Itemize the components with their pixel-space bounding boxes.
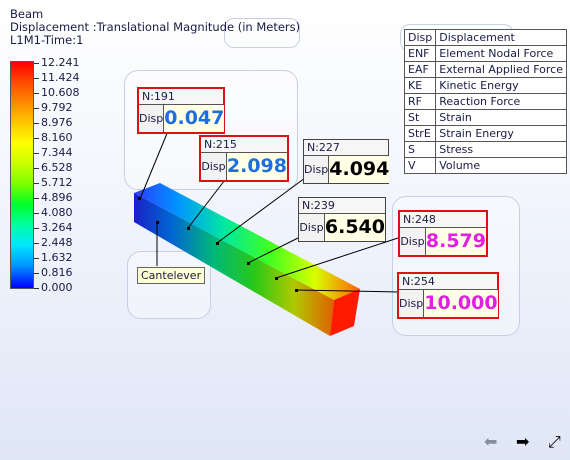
- menu-item-label: Strain Energy: [435, 125, 567, 142]
- probe-value: 10.000: [424, 290, 498, 317]
- menu-item-abbr: S: [403, 141, 437, 158]
- menu-item-abbr: ENF: [403, 45, 437, 62]
- probe-value: 4.094: [329, 156, 390, 183]
- load-step: L1M1-Time:1: [10, 33, 84, 47]
- probe-node-id: N:254: [399, 274, 497, 290]
- support-label[interactable]: Cantelever: [137, 267, 206, 284]
- menu-item-abbr: St: [403, 109, 437, 126]
- probe-value: 6.540: [324, 214, 385, 241]
- legend-tick-label: 11.424: [34, 71, 80, 84]
- next-arrow-icon[interactable]: ➡: [516, 432, 530, 451]
- menu-item-label: Element Nodal Force: [435, 45, 567, 62]
- previous-arrow-icon[interactable]: ⬅: [484, 432, 498, 451]
- legend-tick-label: 8.160: [34, 131, 73, 144]
- probe-node-id: N:239: [299, 198, 385, 214]
- menu-item-label: Kinetic Energy: [435, 77, 567, 94]
- legend-tick-label: 1.632: [34, 251, 73, 264]
- menu-item-disp[interactable]: Disp Displacement: [403, 29, 567, 46]
- legend-tick-label: 0.816: [34, 266, 73, 279]
- menu-item-label: Volume: [435, 157, 567, 174]
- legend-tick-label: 4.080: [34, 206, 73, 219]
- menu-item-v[interactable]: V Volume: [403, 157, 567, 174]
- legend-colorbar: [10, 61, 34, 289]
- menu-item-eaf[interactable]: EAF External Applied Force: [403, 61, 567, 78]
- legend-tick-label: 4.896: [34, 191, 73, 204]
- model-name: Beam: [10, 7, 44, 21]
- legend-tick-label: 5.712: [34, 176, 73, 189]
- legend-tick-label: 2.448: [34, 236, 73, 249]
- probe-tag-n227[interactable]: N:227 Disp 4.094: [303, 139, 390, 184]
- menu-item-s[interactable]: S Stress: [403, 141, 567, 158]
- menu-item-stre[interactable]: StrE Strain Energy: [403, 125, 567, 142]
- menu-item-abbr: V: [403, 157, 437, 174]
- probe-node-id: N:227: [304, 140, 388, 156]
- menu-item-abbr: StrE: [403, 125, 437, 142]
- menu-item-label: Strain: [435, 109, 567, 126]
- probe-value: 0.047: [164, 105, 225, 132]
- fit-view-icon[interactable]: ⤢: [548, 432, 561, 451]
- probe-key: Disp: [304, 156, 330, 183]
- legend-tick-label: 10.608: [34, 86, 80, 99]
- probe-key: Disp: [399, 290, 425, 317]
- probe-tag-n191[interactable]: N:191 Disp 0.047: [137, 87, 225, 134]
- beam-body: [134, 183, 360, 336]
- legend-tick-label: 7.344: [34, 146, 73, 159]
- legend-tick-label: 6.528: [34, 161, 73, 174]
- menu-item-abbr: KE: [403, 77, 437, 94]
- node-markers: [138, 197, 298, 292]
- selection-halo-support: [127, 251, 211, 319]
- probe-node-id: N:191: [139, 89, 223, 105]
- navigation-controls: ⬅ ➡ ⤢: [470, 434, 570, 454]
- menu-item-st[interactable]: St Strain: [403, 109, 567, 126]
- menu-item-abbr: RF: [403, 93, 437, 110]
- probe-value: 8.579: [425, 228, 486, 255]
- menu-item-enf[interactable]: ENF Element Nodal Force: [403, 45, 567, 62]
- menu-item-label: Reaction Force: [435, 93, 567, 110]
- probe-key: Disp: [139, 105, 165, 132]
- result-header: Beam Displacement :Translational Magnitu…: [10, 8, 300, 47]
- probe-key: Disp: [400, 228, 426, 255]
- legend-tick-label: 8.976: [34, 116, 73, 129]
- menu-item-label: Stress: [435, 141, 567, 158]
- legend-tick-label: 12.241: [34, 56, 80, 69]
- probe-value: 2.098: [226, 153, 287, 180]
- probe-tag-n254[interactable]: N:254 Disp 10.000: [397, 272, 499, 319]
- probe-node-id: N:248: [400, 212, 486, 228]
- probe-key: Disp: [299, 214, 325, 241]
- leader-lines: [139, 130, 399, 293]
- probe-key: Disp: [201, 153, 227, 180]
- result-type-menu: Disp Displacement ENF Element Nodal Force EA…: [403, 29, 567, 174]
- menu-item-label: External Applied Force: [435, 61, 567, 78]
- result-type: Displacement :Translational Magnitude (i…: [10, 20, 301, 34]
- menu-item-abbr: EAF: [403, 61, 437, 78]
- legend-tick-label: 9.792: [34, 101, 73, 114]
- probe-tag-n239[interactable]: N:239 Disp 6.540: [298, 197, 386, 242]
- probe-node-id: N:215: [201, 137, 287, 153]
- menu-item-ke[interactable]: KE Kinetic Energy: [403, 77, 567, 94]
- probe-tag-n215[interactable]: N:215 Disp 2.098: [199, 135, 289, 182]
- legend-tick-label: 0.000: [34, 281, 73, 294]
- legend-tick-label: 3.264: [34, 221, 73, 234]
- menu-item-abbr: Disp: [403, 29, 437, 46]
- units-highlight: [224, 18, 300, 48]
- menu-item-label: Displacement: [435, 29, 567, 46]
- probe-tag-n248[interactable]: N:248 Disp 8.579: [398, 210, 488, 257]
- menu-item-rf[interactable]: RF Reaction Force: [403, 93, 567, 110]
